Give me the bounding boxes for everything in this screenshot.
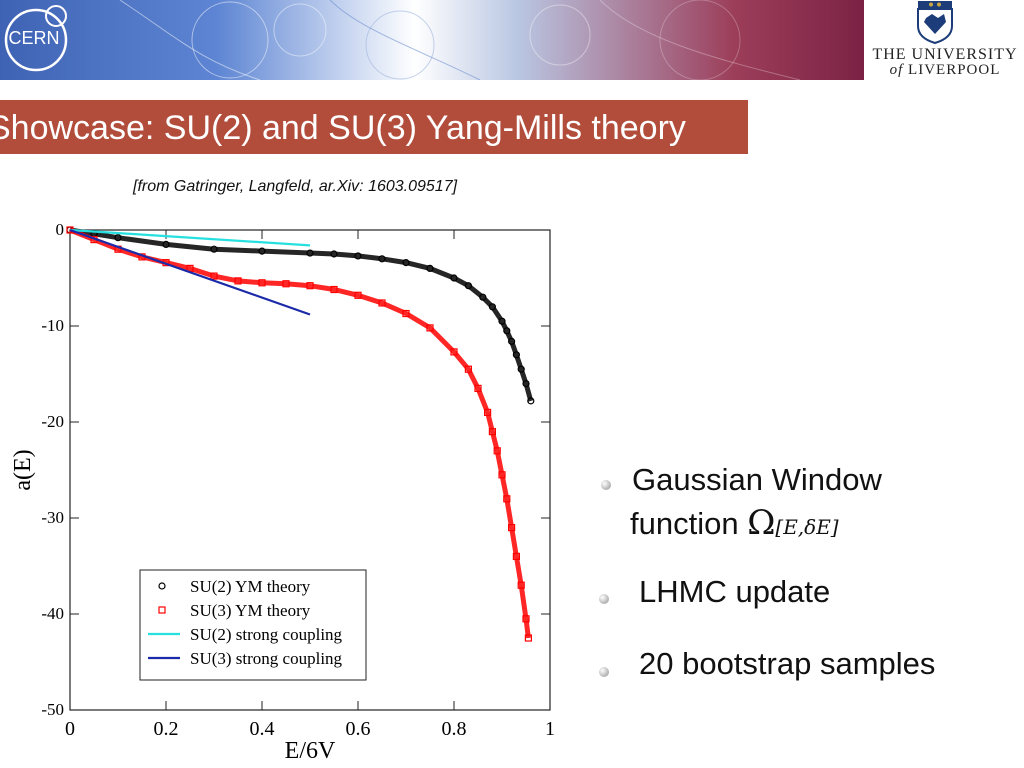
legend-marker [158,606,166,614]
series-line [69,228,311,316]
data-point [426,264,434,273]
data-point [464,282,472,290]
x-tick-label: 1 [545,718,555,740]
data-point [306,282,314,290]
header-banner: CERN [0,0,864,80]
x-tick-label: 0.8 [442,718,467,740]
y-tick-label: -20 [41,412,64,431]
legend-label: SU(2) YM theory [190,577,311,596]
data-point [522,380,530,388]
data-point [210,245,218,253]
cern-logo-text: CERN [8,28,60,48]
data-point [512,552,521,560]
legend: SU(2) YM theory SU(3) YM theory SU(2) stro… [139,569,367,681]
x-tick-label: 0.6 [346,718,371,740]
bullet-lhmc-update: LHMC update [639,574,831,609]
chart: 0 0.2 0.4 0.6 0.8 1 0 -10 -20 -30 -40 -50 SU(2) YM … [10,220,555,764]
data-point [162,240,170,249]
data-point [522,615,530,623]
banner-decoration [119,0,801,80]
data-point [330,285,338,294]
axis-ticks: 0 0.2 0.4 0.6 0.8 1 0 -10 -20 -30 -40 -50 [41,220,555,740]
y-tick-label: -10 [41,316,64,335]
bullet-gaussian-window: Gaussian Window [632,462,882,497]
y-tick-label: -40 [41,604,64,623]
legend-marker [158,582,166,590]
data-point [498,317,506,325]
series-line [69,228,311,247]
citation: [from Gatringer, Langfeld, ar.Xiv: 1603.… [133,178,458,195]
y-tick-label: -30 [41,508,64,527]
x-tick-label: 0.4 [250,718,275,740]
bullet-dot [601,480,611,490]
bullet-dot [599,667,609,677]
y-tick-label: 0 [56,220,65,239]
university-name-line1: THE UNIVERSITY [872,46,1018,63]
slide-title-text: Showcase: SU(2) and SU(3) Yang-Mills the… [0,109,686,147]
bullet-bootstrap-samples: 20 bootstrap samples [639,646,936,681]
series-band [69,227,534,402]
data-point [503,495,511,503]
data-point [508,337,516,345]
data-point [488,428,496,436]
data-point [503,327,511,335]
data-point [426,324,434,332]
title-bar [0,100,748,154]
data-point [402,259,410,267]
data-point [512,351,521,359]
cern-logo-icon [4,5,68,72]
data-point [479,293,487,301]
data-point [488,303,496,311]
data-point [378,255,386,263]
university-city: LIVERPOOL [908,62,1001,78]
data-point [464,365,472,373]
data-series [66,226,535,642]
legend-box [139,569,367,681]
data-point [306,249,314,257]
data-point [517,581,525,589]
bullet-gaussian-window-line2: function Ω[E,δE] [630,503,839,543]
data-point [282,280,290,288]
data-point [484,408,492,416]
university-crest-icon [917,1,953,44]
slide-title: Showcase: SU(2) and SU(3) Yang-Mills the… [0,100,1024,154]
data-point [517,365,525,373]
y-tick-label: -50 [41,700,64,719]
series-band [69,227,531,639]
legend-label: SU(2) strong coupling [190,625,343,644]
data-point [258,279,266,287]
y-axis-label: a(E) [10,449,36,490]
data-point [330,250,338,258]
data-point [498,471,506,479]
data-point [450,348,458,356]
data-point [234,277,242,285]
omega-formula-symbol: Ω [747,503,776,543]
data-point [114,234,122,242]
data-point [527,397,535,405]
data-point [474,384,482,392]
data-point [210,272,218,280]
x-axis-label: E/6V [285,738,336,764]
university-name-line2: of LIVERPOOL [866,62,1024,79]
university-of-word: of [889,62,904,78]
x-tick-label: 0 [65,718,75,740]
data-point [354,291,362,299]
x-tick-label: 0.2 [154,718,179,740]
legend-label: SU(3) strong coupling [190,649,343,668]
data-point [402,309,410,318]
data-point [258,247,266,255]
bullet-function-word: function [630,506,739,541]
data-point [524,634,533,642]
slide-title-overflow: Showcase: SU(2) and SU(3) Yang-Mills the… [748,100,808,154]
data-point [378,299,386,307]
data-point [493,447,501,455]
data-point [508,524,516,532]
legend-label: SU(3) YM theory [190,601,311,620]
data-point [450,274,458,282]
omega-formula-subscript: [E,δE] [775,515,839,539]
data-point [354,252,362,260]
bullet-dot [599,594,609,604]
